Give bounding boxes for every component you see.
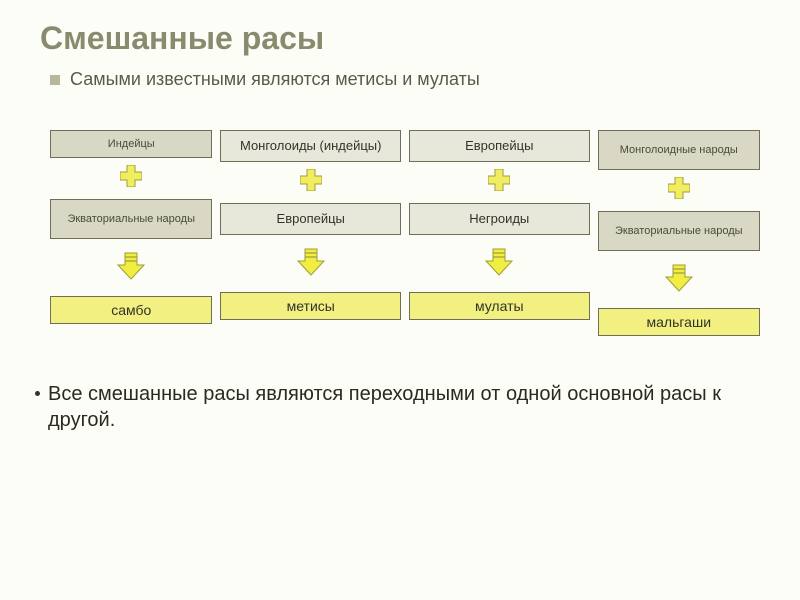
source-box: Индейцы: [50, 130, 212, 158]
footer-text: Все смешанные расы являются переходными …: [48, 381, 760, 433]
component-box: Европейцы: [409, 130, 590, 162]
down-arrow-icon: [484, 247, 514, 282]
result-box: самбо: [50, 296, 212, 324]
result-box: мулаты: [409, 292, 590, 320]
diagram-column: Монголоиды (индейцы) Европейцы метисы: [220, 130, 401, 336]
slide: Смешанные расы Самыми известными являютс…: [0, 0, 800, 600]
component-box: Негроиды: [409, 203, 590, 235]
plus-icon: [668, 177, 690, 204]
component-box: Европейцы: [220, 203, 401, 235]
slide-subtitle: Самыми известными являются метисы и мула…: [70, 69, 480, 90]
result-box: метисы: [220, 292, 401, 320]
diagram-column: Индейцы Экваториальные народы самбо: [50, 130, 212, 336]
down-arrow-icon: [664, 263, 694, 298]
footer-row: Все смешанные расы являются переходными …: [35, 381, 760, 433]
diagram-column: Европейцы Негроиды мулаты: [409, 130, 590, 336]
subtitle-row: Самыми известными являются метисы и мула…: [50, 69, 760, 90]
source-box: Экваториальные народы: [598, 211, 760, 251]
bullet-icon: [50, 75, 60, 85]
diagram-column: Монголоидные народы Экваториальные народы…: [598, 130, 760, 336]
component-box: Монголоиды (индейцы): [220, 130, 401, 162]
plus-icon: [120, 165, 142, 192]
source-box: Экваториальные народы: [50, 199, 212, 239]
slide-title: Смешанные расы: [40, 20, 760, 57]
result-box: мальгаши: [598, 308, 760, 336]
plus-icon: [488, 169, 510, 196]
down-arrow-icon: [296, 247, 326, 282]
diagram: Индейцы Экваториальные народы самбо Монголо…: [50, 130, 760, 336]
plus-icon: [300, 169, 322, 196]
source-box: Монголоидные народы: [598, 130, 760, 170]
bullet-dot-icon: [35, 391, 40, 396]
down-arrow-icon: [116, 251, 146, 286]
